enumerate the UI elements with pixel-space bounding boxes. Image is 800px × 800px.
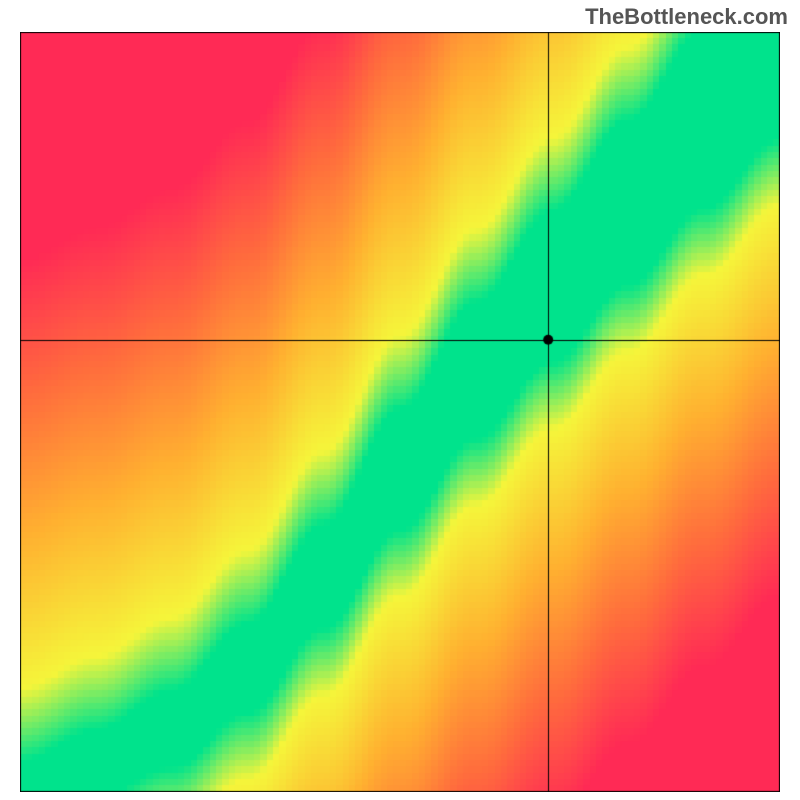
heatmap-canvas bbox=[20, 32, 780, 792]
chart-container: TheBottleneck.com bbox=[0, 0, 800, 800]
watermark-text: TheBottleneck.com bbox=[585, 4, 788, 30]
